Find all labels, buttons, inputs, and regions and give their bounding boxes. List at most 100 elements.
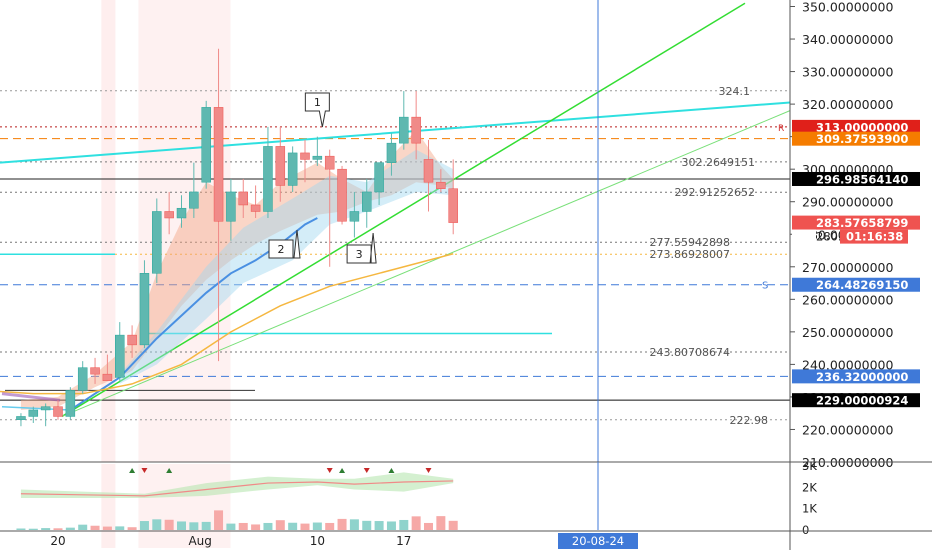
level-label-h302: 302.2649151 [682,156,755,169]
volume-bar [349,519,359,530]
signal-arrow [388,468,395,473]
candle-body[interactable] [423,159,434,183]
volume-bar [177,521,186,530]
price-tick-label: 340.00000000 [802,32,894,47]
volume-bar [78,524,88,530]
volume-bar [102,526,112,530]
volume-bar [288,522,298,530]
volume-bar [300,523,310,530]
volume-bar [28,528,38,530]
price-box-label: 313.00000000 [816,120,908,134]
price-tick-label: 270.00000000 [802,260,894,275]
price-tick-label: 330.00000000 [802,65,894,80]
candle-body[interactable] [213,107,224,222]
price-box [792,369,920,384]
candle-body[interactable] [238,191,248,206]
candle-body[interactable] [300,152,310,160]
partial-price-label: 280. [816,230,842,244]
volume-bar [53,528,63,530]
candle-body[interactable] [436,181,446,189]
candle-body[interactable] [65,390,76,417]
candle-body[interactable] [176,207,187,219]
volume-bar [152,519,162,530]
price-box [792,119,920,134]
level-label-h222: 222.98 [730,414,769,427]
candle-body[interactable] [40,406,51,411]
pattern-markers: 1 2 3 [268,92,377,264]
candle-body[interactable] [226,191,236,222]
price-tick-label: 260.00000000 [802,292,894,307]
candle-body[interactable] [362,191,372,212]
price-box-label: 283.57658799 [816,216,908,230]
candle-body[interactable] [312,155,323,160]
signal-arrow [363,468,370,473]
volume-bar [312,522,322,530]
price-box [792,393,920,408]
candle-body[interactable] [287,152,298,186]
candle-body[interactable] [201,107,211,183]
price-tick-label: 240.00000000 [802,357,894,372]
volume-bar [238,522,248,530]
volume-bar [251,524,261,530]
session-band [138,464,231,548]
signal-arrow [141,468,148,473]
indicator-tick-label: 3K [802,459,817,473]
candle-body[interactable] [349,211,360,222]
candle-body[interactable] [164,211,174,219]
price-box-label: 236.32000000 [816,370,908,384]
signal-arrow [339,468,346,473]
candle-body[interactable] [53,406,63,417]
indicator-tick-label: 2K [802,480,817,494]
date-cursor-label: 20-08-24 [572,534,624,548]
candle-body[interactable] [250,204,261,212]
candle-body[interactable] [152,211,162,274]
volume-bar [115,526,125,530]
candle-body[interactable] [139,273,150,346]
marker-label-2: 2 [278,243,285,256]
candle-body[interactable] [411,116,421,144]
candle-body[interactable] [386,142,397,163]
price-levels: 324.1 302.2649151 292.91252652 277.55942898… [0,85,790,427]
countdown-label: 01:16:38 [846,230,903,244]
candle-body[interactable] [448,188,458,223]
candle-body[interactable] [189,191,199,209]
price-box [792,171,920,186]
level-label-h273: 273.86928007 [650,248,730,261]
volume-bar [325,522,335,530]
candle-body[interactable] [337,168,347,222]
marker-label-3: 3 [356,248,363,261]
volume-bar [411,516,421,530]
indicator-tick-label: 0 [802,523,809,537]
marker-label-1: 1 [314,96,321,109]
candle-body[interactable] [127,334,137,346]
volume-bar [275,520,285,530]
candle-body[interactable] [90,367,100,375]
volume-bar [16,528,26,530]
candle-body[interactable] [28,409,39,417]
volume-bar [127,527,137,530]
candle-body[interactable] [399,116,409,144]
candle-body[interactable] [324,155,335,170]
candle-body[interactable] [263,146,273,212]
countdown-box [840,229,908,244]
price-box [792,277,920,292]
level-label-h243: 243.80708674 [650,346,730,359]
time-axis: 20Aug1017Sep20-08-24 [0,530,932,549]
indicator-line [20,480,454,497]
price-box [792,131,920,146]
volume-bar [139,521,149,530]
indicator-tick-label: 1K [802,502,817,516]
candle-body[interactable] [275,146,286,186]
price-box-label: 309.37593900 [816,132,908,146]
volume-bar [337,518,347,530]
candle-body[interactable] [374,162,384,193]
candle-body[interactable] [77,367,88,391]
candle-body[interactable] [102,373,113,381]
candle-body[interactable] [16,416,26,420]
candles [16,48,458,427]
volume-bar [164,519,174,530]
candle-body[interactable] [115,334,125,378]
